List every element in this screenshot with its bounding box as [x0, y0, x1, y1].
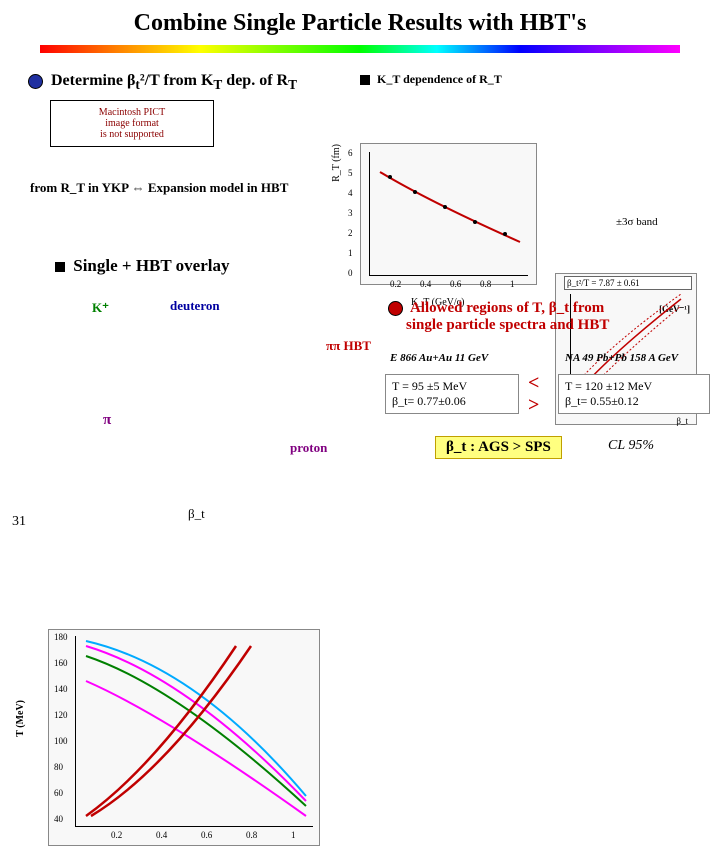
right-exp-t: T = 120 ±12 MeV — [565, 379, 703, 394]
ytick: 160 — [54, 658, 68, 668]
ytick: 80 — [54, 762, 63, 772]
ytick: 120 — [54, 710, 68, 720]
ytick: 100 — [54, 736, 68, 746]
inset-fit-label: β_t²/T = 7.87 ± 0.61 — [564, 276, 692, 290]
rainbow-divider — [40, 45, 680, 53]
right-exp-beta: β_t= 0.55±0.12 — [565, 394, 703, 409]
overlay-axes: 180 160 140 120 100 80 60 40 0.2 0.4 0.6… — [75, 636, 313, 827]
xtick: 0.6 — [450, 279, 461, 289]
kt-curve — [370, 152, 528, 275]
conclusion-left: β_t : AGS > SPS — [435, 436, 562, 459]
b1-sub3: T — [288, 77, 297, 92]
xtick: 1 — [510, 279, 515, 289]
xtick: 0.8 — [480, 279, 491, 289]
ytick: 40 — [54, 814, 63, 824]
xtick: 0.2 — [390, 279, 401, 289]
b1-mid2: dep. of R — [222, 72, 288, 89]
lt-symbol: < — [528, 372, 539, 395]
overlay-xlabel: β_t — [188, 506, 205, 522]
overlay-chart: T (MeV) 180 160 140 120 100 80 60 40 0.2… — [48, 629, 320, 846]
left-exp-t: T = 95 ±5 MeV — [392, 379, 512, 394]
ytick: 2 — [348, 228, 353, 238]
square-icon — [360, 75, 370, 85]
page-title: Combine Single Particle Results with HBT… — [0, 0, 720, 37]
inset-band-label: ±3σ band — [616, 216, 658, 228]
xtick: 0.6 — [201, 830, 212, 840]
xtick: 0.4 — [420, 279, 431, 289]
square-icon — [55, 262, 65, 272]
bullet-icon — [388, 301, 403, 316]
b1-prefix: Determine — [51, 72, 127, 89]
kt-chart-axes: 6 5 4 3 2 1 0 0.2 0.4 0.6 0.8 1 — [369, 152, 528, 276]
bullet-determine: Determine βt²/T from KT dep. of RT — [28, 72, 297, 93]
ytick: 6 — [348, 148, 353, 158]
b2-text: Single + HBT overlay — [73, 256, 229, 275]
label-kplus: K⁺ — [92, 300, 109, 316]
bullet-icon — [28, 74, 43, 89]
overlay-ylabel: T (MeV) — [15, 700, 26, 737]
ytick: 1 — [348, 248, 353, 258]
right-exp-box: T = 120 ±12 MeV β_t= 0.55±0.12 — [558, 374, 710, 414]
ytick: 180 — [54, 632, 68, 642]
xtick: 0.4 — [156, 830, 167, 840]
left-exp-box: T = 95 ±5 MeV β_t= 0.77±0.06 — [385, 374, 519, 414]
label-deuteron: deuteron — [170, 298, 220, 314]
xtick: 1 — [291, 830, 296, 840]
mac-pict-box: Macintosh PICT image format is not suppo… — [50, 100, 214, 147]
kt-chart-title: K_T dependence of R_T — [360, 72, 502, 87]
gt-symbol: > — [528, 394, 539, 417]
b3-line1: Allowed regions of T, β_t from — [410, 300, 604, 316]
ytick: 60 — [54, 788, 63, 798]
label-pipi-hbt: ππ HBT — [326, 338, 371, 354]
right-exp-header: NA 49 Pb+Pb 158 A GeV — [565, 352, 678, 364]
kt-chart: R_T (fm) 6 5 4 3 2 1 0 0.2 0.4 0.6 0.8 1… — [360, 143, 537, 285]
page-number: 31 — [12, 514, 26, 530]
b1-mid: ²/T from K — [140, 72, 214, 89]
b3-line2: single particle spectra and HBT — [406, 317, 609, 333]
ytick: 3 — [348, 208, 353, 218]
bullet-allowed: Allowed regions of T, β_t from single pa… — [388, 300, 609, 334]
b1-sub2: T — [213, 77, 222, 92]
kt-title-text: K_T dependence of R_T — [377, 72, 502, 86]
ytick: 0 — [348, 268, 353, 278]
left-exp-header: E 866 Au+Au 11 GeV — [390, 352, 488, 364]
label-proton: proton — [290, 440, 327, 456]
inset-xlabel: β_t — [676, 416, 688, 426]
xtick: 0.2 — [111, 830, 122, 840]
conclusion-right: CL 95% — [608, 438, 654, 454]
mac-pict-text: Macintosh PICT image format is not suppo… — [57, 107, 207, 140]
ytick: 5 — [348, 168, 353, 178]
ykp-line: from R_T in YKP ⇔ Expansion model in HBT — [30, 180, 288, 196]
left-exp-beta: β_t= 0.77±0.06 — [392, 394, 512, 409]
overlay-curves — [76, 636, 313, 826]
xtick: 0.8 — [246, 830, 257, 840]
ytick: 4 — [348, 188, 353, 198]
label-pi: π — [103, 412, 111, 429]
ytick: 140 — [54, 684, 68, 694]
bullet-overlay: Single + HBT overlay — [55, 256, 230, 276]
kt-ylabel: R_T (fm) — [331, 144, 342, 182]
